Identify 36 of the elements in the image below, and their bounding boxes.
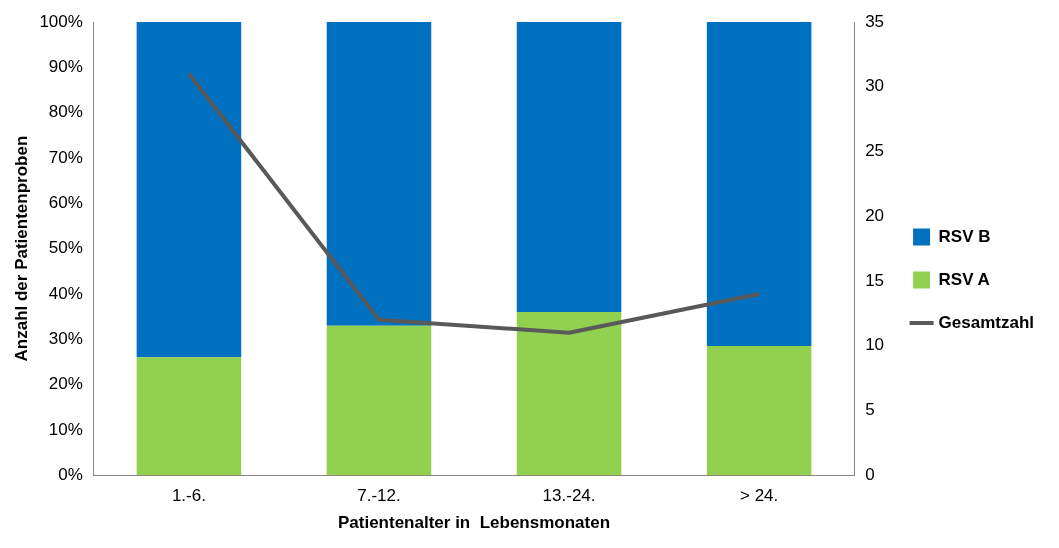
y-tick-label: 90%: [48, 57, 83, 77]
bar: [516, 312, 622, 476]
legend-label: Gesamtzahl: [938, 312, 1035, 332]
x-tick-label: 7.-12.: [357, 486, 401, 506]
y2-tick-label: 10: [865, 335, 885, 355]
legend-label: RSV A: [938, 269, 990, 289]
y-axis-title: Anzahl der Patientenproben: [11, 135, 31, 362]
y2-tick-label: 15: [865, 270, 885, 290]
y-tick-label: 50%: [48, 238, 83, 258]
x-tick-label: 13.-24.: [542, 486, 596, 506]
x-tick-label: > 24.: [739, 486, 779, 506]
y-tick-label: 100%: [39, 11, 83, 31]
bar: [136, 357, 242, 476]
y-tick-label: 10%: [48, 419, 83, 439]
bar: [706, 22, 812, 347]
legend-label: RSV B: [938, 226, 991, 246]
bar: [516, 22, 622, 313]
y2-tick-label: 25: [865, 141, 885, 161]
bar: [706, 346, 812, 476]
y2-tick-label: 5: [865, 400, 875, 420]
y2-tick-label: 35: [865, 11, 885, 31]
y-tick-label: 40%: [48, 283, 83, 303]
bar: [326, 22, 432, 326]
bar: [136, 22, 242, 358]
y2-tick-label: 0: [865, 464, 875, 484]
y-tick-label: 80%: [48, 102, 83, 122]
bar: [326, 325, 432, 476]
y-tick-label: 70%: [48, 147, 83, 167]
y-tick-label: 20%: [48, 374, 83, 394]
x-tick-label: 1.-6.: [171, 486, 206, 506]
y2-tick-label: 30: [865, 76, 885, 96]
y-tick-label: 0%: [58, 464, 83, 484]
y-tick-label: 30%: [48, 328, 83, 348]
y-tick-label: 60%: [48, 192, 83, 212]
y2-tick-label: 20: [865, 205, 885, 225]
x-axis-title: Patientenalter in Lebensmonaten: [337, 513, 611, 533]
